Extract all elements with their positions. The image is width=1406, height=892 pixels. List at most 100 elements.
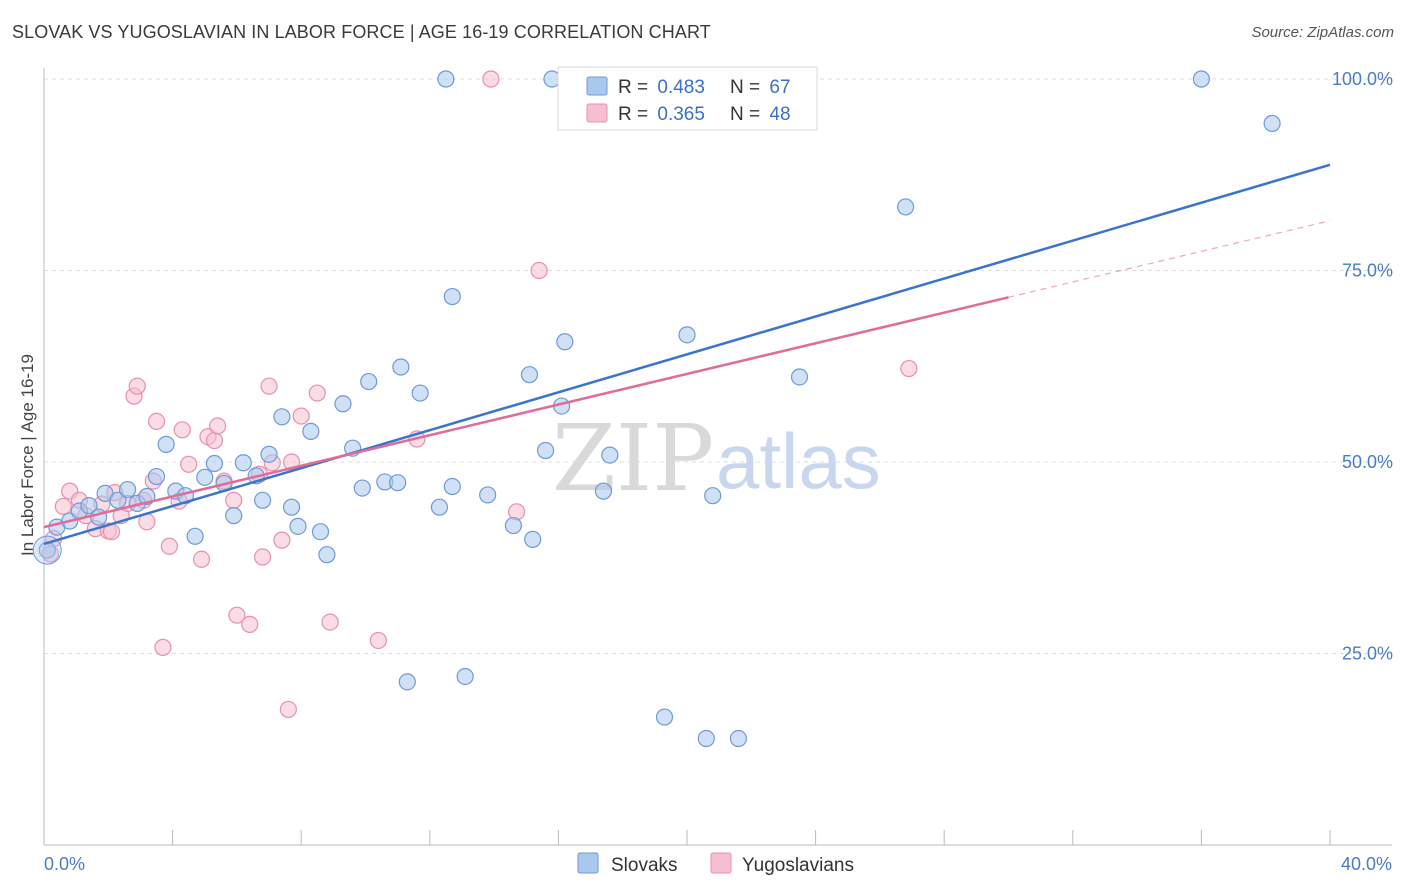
- watermark-atlas: atlas: [716, 417, 881, 505]
- slovaks-point: [282, 498, 301, 516]
- yugoslavians-point: [482, 70, 500, 88]
- slovaks-point: [897, 198, 915, 216]
- yugoslavians-point: [900, 359, 918, 378]
- slovaks-trend-line: [43, 163, 1331, 546]
- legend-swatch-slovaks: [586, 76, 608, 96]
- slovaks-point: [520, 366, 539, 384]
- slovaks-point: [392, 358, 410, 376]
- slovaks-point: [678, 326, 696, 344]
- slovaks-point: [790, 368, 809, 386]
- legend-n-value: 48: [769, 104, 790, 125]
- yugoslavians-point: [241, 615, 259, 633]
- slovaks-points: [32, 70, 1281, 748]
- y-tick-label: 75.0%: [1342, 261, 1393, 281]
- slovaks-point: [234, 454, 252, 472]
- slovaks-point: [443, 477, 461, 496]
- yugoslavians-point: [147, 412, 166, 431]
- slovaks-point: [311, 523, 330, 541]
- slovaks-point: [157, 435, 175, 453]
- watermark-zip: ZIP: [552, 405, 714, 512]
- yugoslavians-trend-line: [43, 296, 1009, 529]
- slovaks-point: [411, 384, 429, 402]
- legend-row-yugoslavians: R = 0.365: [618, 104, 705, 125]
- bottom-legend-swatch-yugoslavians: [710, 852, 732, 874]
- slovaks-point: [430, 498, 449, 516]
- yugoslavians-point: [308, 384, 326, 402]
- slovaks-point: [437, 70, 455, 88]
- slovaks-point: [443, 287, 461, 306]
- slovaks-point: [318, 546, 336, 564]
- legend-n-value: 67: [769, 77, 790, 98]
- x-tick-label-max: 40.0%: [1341, 854, 1392, 874]
- legend-r-value: 0.365: [657, 104, 705, 125]
- series-legend: Slovaks Yugoslavians: [577, 852, 854, 876]
- yugoslavians-point: [228, 606, 246, 624]
- slovaks-point: [697, 729, 715, 748]
- yugoslavians-point: [292, 407, 310, 425]
- yugoslavians-point: [160, 537, 178, 555]
- yugoslavians-point: [154, 638, 172, 656]
- slovaks-point: [524, 530, 542, 548]
- slovaks-point: [289, 517, 307, 535]
- trend-lines: [43, 163, 1331, 546]
- legend-r-label: R =: [618, 77, 653, 98]
- y-tick-labels: 25.0% 50.0% 75.0% 100.0%: [1332, 69, 1393, 664]
- yugoslavians-point: [209, 417, 227, 435]
- slovaks-point: [147, 467, 166, 486]
- slovaks-point: [80, 497, 98, 515]
- legend-r-value: 0.483: [657, 77, 705, 98]
- slovaks-point: [302, 422, 320, 440]
- yugoslavians-point: [54, 497, 72, 516]
- slovaks-point: [353, 479, 371, 497]
- slovaks-point: [398, 673, 416, 691]
- bottom-legend-slovaks: Slovaks: [611, 855, 678, 876]
- yugoslavians-point: [279, 700, 297, 719]
- yugoslavians-point: [530, 261, 548, 280]
- yugoslavians-point: [254, 548, 272, 566]
- slovaks-point: [196, 468, 214, 486]
- slovaks-point: [225, 507, 243, 525]
- yugoslavians-point: [128, 377, 146, 395]
- slovaks-point-cluster: [32, 535, 62, 565]
- correlation-legend: R = 0.483 N = 67 R = 0.365 N = 48: [557, 66, 818, 131]
- legend-row-slovaks: R = 0.483: [618, 77, 705, 98]
- slovaks-point: [360, 372, 378, 391]
- y-tick-label: 100.0%: [1332, 69, 1393, 89]
- yugoslavians-point: [321, 613, 339, 631]
- legend-n-label: N =: [730, 77, 765, 98]
- slovaks-point: [504, 516, 522, 535]
- slovaks-point: [273, 408, 291, 426]
- x-tick-label-min: 0.0%: [44, 854, 85, 874]
- yugoslavians-point: [273, 531, 291, 549]
- slovaks-point: [729, 729, 748, 748]
- slovaks-point: [186, 527, 204, 545]
- slovaks-point: [118, 480, 137, 499]
- yugoslavians-trend-extension: [1008, 220, 1331, 298]
- slovaks-point: [601, 446, 619, 464]
- slovaks-point: [334, 395, 352, 413]
- legend-n-label: N =: [730, 104, 765, 125]
- bottom-legend-swatch-slovaks: [577, 852, 599, 874]
- yugoslavians-points: [41, 70, 918, 719]
- slovaks-point: [556, 333, 574, 351]
- slovaks-point: [594, 482, 613, 500]
- slovaks-point: [536, 441, 555, 460]
- legend-r-label: R =: [618, 104, 653, 125]
- yugoslavians-point: [260, 377, 278, 395]
- slovaks-point: [479, 486, 497, 504]
- axes: [43, 68, 1392, 846]
- source-label: Source: ZipAtlas.com: [1251, 24, 1394, 41]
- y-tick-label: 50.0%: [1342, 452, 1393, 472]
- yugoslavians-point: [369, 631, 387, 650]
- watermark: ZIP atlas: [552, 405, 881, 512]
- legend-swatch-yugoslavians: [586, 103, 608, 123]
- slovaks-point: [205, 454, 223, 473]
- slovaks-point: [260, 445, 278, 463]
- yugoslavians-point: [173, 421, 191, 439]
- slovaks-point: [655, 708, 674, 726]
- y-tick-label: 25.0%: [1342, 644, 1393, 664]
- yugoslavians-point: [192, 550, 211, 568]
- slovaks-point: [389, 474, 407, 492]
- slovaks-point: [456, 667, 474, 686]
